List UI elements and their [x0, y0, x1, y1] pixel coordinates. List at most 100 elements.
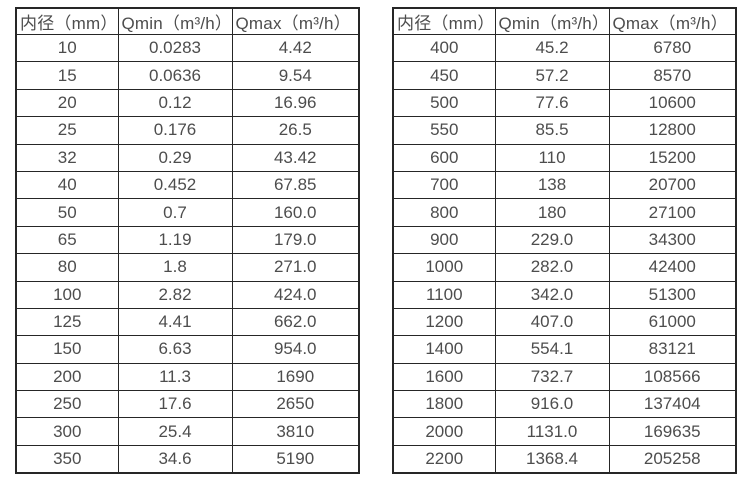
cell: 80: [15, 253, 119, 282]
cell: 229.0: [494, 225, 610, 255]
cell: 160.0: [231, 198, 360, 227]
column-header: 内径（mm）: [392, 7, 496, 35]
cell: 12800: [608, 116, 737, 145]
cell: 1368.4: [494, 444, 610, 474]
cell: 700: [392, 170, 496, 200]
table-row: 800 180 27100: [392, 198, 737, 227]
cell: 15200: [608, 143, 737, 172]
cell: 1100: [392, 280, 496, 309]
cell: 1000: [392, 253, 496, 282]
cell: 900: [392, 225, 496, 255]
table-row: 2000 1131.0 169635: [392, 417, 737, 446]
cell: 61000: [608, 307, 737, 337]
cell: 110: [494, 143, 610, 172]
cell: 350: [15, 444, 119, 474]
cell: 15: [15, 61, 119, 90]
cell: 6780: [608, 33, 737, 63]
table-row: 32 0.29 43.42: [15, 143, 360, 172]
table-row: 20 0.12 16.96: [15, 88, 360, 118]
table-row: 25 0.176 26.5: [15, 116, 360, 145]
cell: 138: [494, 170, 610, 200]
cell: 424.0: [231, 280, 360, 309]
column-header: Qmax（m³/h）: [608, 7, 737, 35]
cell: 200: [15, 362, 119, 392]
cell: 57.2: [494, 61, 610, 90]
table-row: 700 138 20700: [392, 170, 737, 200]
table-row: 80 1.8 271.0: [15, 253, 360, 282]
cell: 5190: [231, 444, 360, 474]
cell: 2.82: [117, 280, 233, 309]
table-row: 550 85.5 12800: [392, 116, 737, 145]
cell: 1.8: [117, 253, 233, 282]
table-row: 50 0.7 160.0: [15, 198, 360, 227]
cell: 1800: [392, 390, 496, 419]
cell: 169635: [608, 417, 737, 446]
cell: 0.7: [117, 198, 233, 227]
table-row: 200 11.3 1690: [15, 362, 360, 392]
cell: 954.0: [231, 335, 360, 364]
cell: 6.63: [117, 335, 233, 364]
cell: 20700: [608, 170, 737, 200]
cell: 407.0: [494, 307, 610, 337]
header-row: 内径（mm） Qmin（m³/h） Qmax（m³/h）: [15, 7, 360, 35]
column-header: 内径（mm）: [15, 7, 119, 35]
cell: 83121: [608, 335, 737, 364]
table-row: 250 17.6 2650: [15, 390, 360, 419]
cell: 137404: [608, 390, 737, 419]
cell: 600: [392, 143, 496, 172]
cell: 342.0: [494, 280, 610, 309]
table-row: 900 229.0 34300: [392, 225, 737, 255]
cell: 0.452: [117, 170, 233, 200]
cell: 1690: [231, 362, 360, 392]
table-row: 500 77.6 10600: [392, 88, 737, 118]
cell: 43.42: [231, 143, 360, 172]
cell: 0.29: [117, 143, 233, 172]
cell: 282.0: [494, 253, 610, 282]
cell: 10600: [608, 88, 737, 118]
cell: 17.6: [117, 390, 233, 419]
cell: 2650: [231, 390, 360, 419]
table-row: 1400 554.1 83121: [392, 335, 737, 364]
cell: 25.4: [117, 417, 233, 446]
cell: 662.0: [231, 307, 360, 337]
cell: 1600: [392, 362, 496, 392]
cell: 1.19: [117, 225, 233, 255]
cell: 3810: [231, 417, 360, 446]
cell: 25: [15, 116, 119, 145]
cell: 42400: [608, 253, 737, 282]
table-row: 350 34.6 5190: [15, 444, 360, 474]
table-row: 15 0.0636 9.54: [15, 61, 360, 90]
cell: 2200: [392, 444, 496, 474]
column-header: Qmin（m³/h）: [117, 7, 233, 35]
table-row: 65 1.19 179.0: [15, 225, 360, 255]
cell: 65: [15, 225, 119, 255]
cell: 4.41: [117, 307, 233, 337]
cell: 27100: [608, 198, 737, 227]
cell: 150: [15, 335, 119, 364]
table-row: 10 0.0283 4.42: [15, 33, 360, 63]
cell: 271.0: [231, 253, 360, 282]
column-header: Qmin（m³/h）: [494, 7, 610, 35]
cell: 0.176: [117, 116, 233, 145]
cell: 16.96: [231, 88, 360, 118]
table-row: 2200 1368.4 205258: [392, 444, 737, 474]
cell: 10: [15, 33, 119, 63]
flow-rate-table-small-diameters: 内径（mm） Qmin（m³/h） Qmax（m³/h） 10 0.0283 4.42 1…: [15, 7, 360, 474]
cell: 1131.0: [494, 417, 610, 446]
cell: 0.0636: [117, 61, 233, 90]
cell: 205258: [608, 444, 737, 474]
cell: 125: [15, 307, 119, 337]
cell: 400: [392, 33, 496, 63]
cell: 26.5: [231, 116, 360, 145]
cell: 9.54: [231, 61, 360, 90]
cell: 108566: [608, 362, 737, 392]
cell: 0.0283: [117, 33, 233, 63]
cell: 1400: [392, 335, 496, 364]
cell: 85.5: [494, 116, 610, 145]
cell: 67.85: [231, 170, 360, 200]
cell: 34300: [608, 225, 737, 255]
table-row: 125 4.41 662.0: [15, 307, 360, 337]
table-row: 1800 916.0 137404: [392, 390, 737, 419]
table-row: 600 110 15200: [392, 143, 737, 172]
table-row: 150 6.63 954.0: [15, 335, 360, 364]
